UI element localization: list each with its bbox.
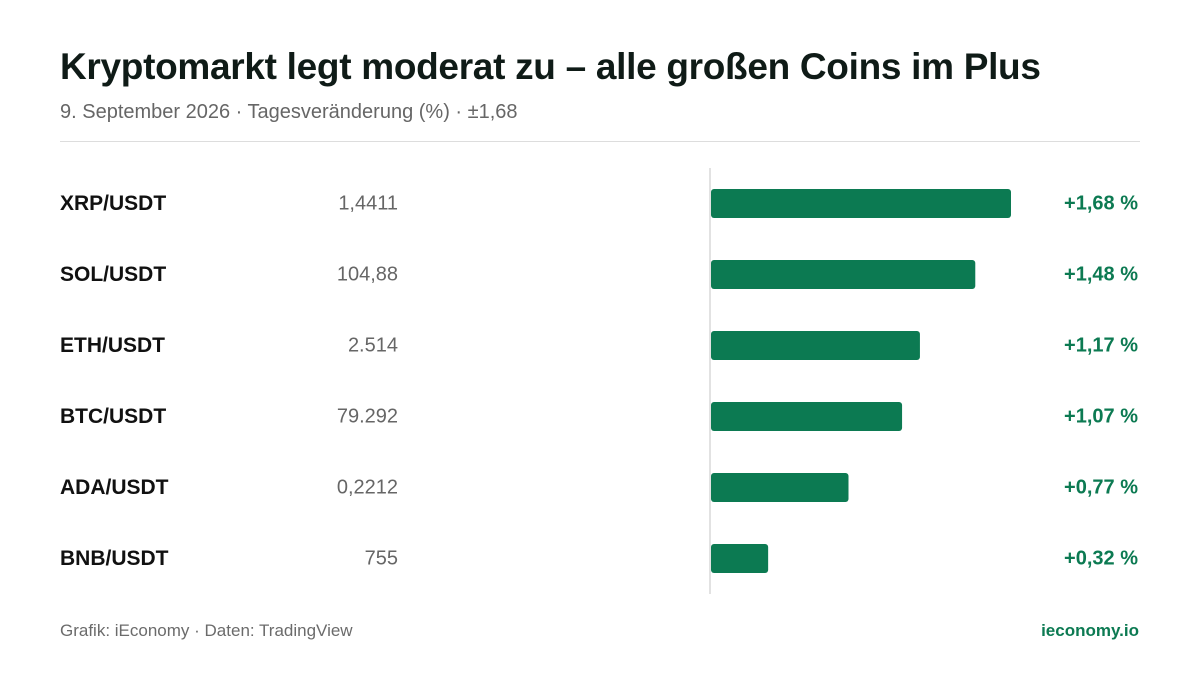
- brand-link[interactable]: ieconomy.io: [1041, 621, 1139, 640]
- price-label: 0,2212: [337, 477, 398, 499]
- pair-label: ADA/USDT: [60, 476, 169, 499]
- pair-label: BTC/USDT: [60, 405, 166, 428]
- bar: [711, 189, 1011, 218]
- pair-label: BNB/USDT: [60, 547, 169, 570]
- bar: [711, 402, 903, 431]
- value-label: +0,77 %: [1064, 477, 1138, 499]
- value-label: +1,17 %: [1064, 335, 1138, 357]
- value-label: +0,32 %: [1064, 548, 1138, 570]
- bar: [711, 331, 920, 360]
- value-label: +1,07 %: [1064, 406, 1138, 428]
- value-label: +1,68 %: [1064, 193, 1138, 215]
- pair-label: XRP/USDT: [60, 192, 166, 215]
- chart-subtitle: 9. September 2026 · Tagesveränderung (%)…: [60, 101, 518, 123]
- bar-chart: XRP/USDT 1,4411 +1,68 % SOL/USDT 104,88 +1,48…: [60, 168, 1138, 594]
- bar: [711, 260, 976, 289]
- price-label: 79.292: [337, 406, 398, 428]
- source-note: Grafik: iEconomy · Daten: TradingView: [60, 621, 353, 640]
- price-label: 755: [365, 548, 398, 570]
- chart-title: Kryptomarkt legt moderat zu – alle große…: [60, 46, 1041, 87]
- price-label: 2.514: [348, 335, 398, 357]
- price-label: 1,4411: [338, 193, 398, 215]
- value-label: +1,48 %: [1064, 264, 1138, 286]
- price-label: 104,88: [337, 264, 398, 286]
- pair-label: ETH/USDT: [60, 334, 165, 357]
- pair-label: SOL/USDT: [60, 263, 166, 286]
- bar: [711, 544, 769, 573]
- header-divider: [60, 141, 1140, 142]
- bar: [711, 473, 849, 502]
